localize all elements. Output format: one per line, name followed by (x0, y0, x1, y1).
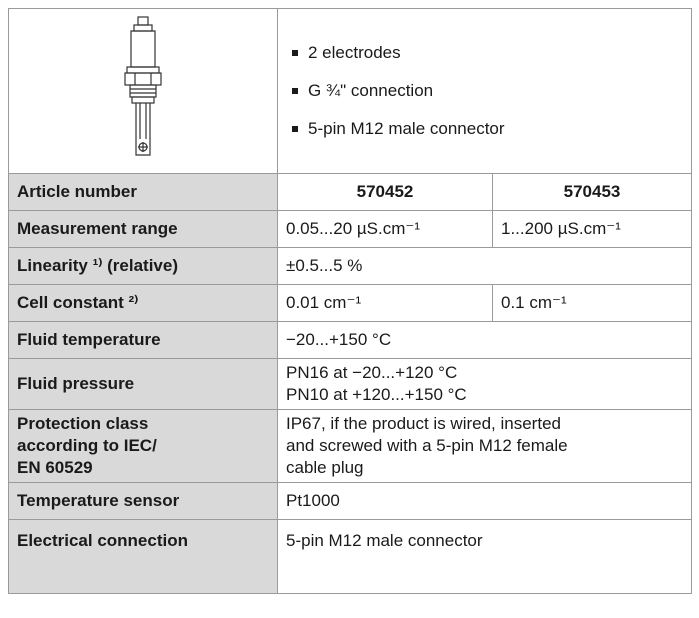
spec-value: 0.01 cm⁻¹ (278, 285, 493, 322)
spec-label: Fluid pressure (9, 359, 278, 410)
spec-label: Electrical connection (9, 520, 278, 594)
cell-line: PN10 at +120...+150 °C (286, 384, 683, 406)
feature-item: G ¾" connection (292, 80, 683, 102)
cell-line: EN 60529 (17, 457, 269, 479)
spec-row: Linearity ¹⁾ (relative)±0.5...5 % (9, 248, 692, 285)
spec-value: 0.1 cm⁻¹ (493, 285, 692, 322)
page: 2 electrodes G ¾" connection 5-pin M12 mal… (0, 0, 699, 618)
cell-line: Protection class (17, 413, 269, 435)
table-body: 2 electrodes G ¾" connection 5-pin M12 mal… (9, 9, 692, 594)
spec-value: ±0.5...5 % (278, 248, 692, 285)
cell-line: IP67, if the product is wired, inserted (286, 413, 683, 435)
spec-value: 5-pin M12 male connector (278, 520, 692, 594)
feature-item: 5-pin M12 male connector (292, 118, 683, 140)
spec-label: Temperature sensor (9, 483, 278, 520)
spec-value: 1...200 µS.cm⁻¹ (493, 211, 692, 248)
spec-row: Fluid temperature−20...+150 °C (9, 322, 692, 359)
spec-sheet: 2 electrodes G ¾" connection 5-pin M12 mal… (8, 8, 692, 594)
header-cell: 570452 (278, 174, 493, 211)
spec-label: Fluid temperature (9, 322, 278, 359)
cell-line: and screwed with a 5-pin M12 female (286, 435, 683, 457)
header-cell: 570453 (493, 174, 692, 211)
spec-label: Linearity ¹⁾ (relative) (9, 248, 278, 285)
product-row: 2 electrodes G ¾" connection 5-pin M12 mal… (9, 9, 692, 174)
sensor-drawing (113, 13, 173, 163)
spec-label: Measurement range (9, 211, 278, 248)
cell-line: according to IEC/ (17, 435, 269, 457)
spec-value: 0.05...20 µS.cm⁻¹ (278, 211, 493, 248)
cell-line: cable plug (286, 457, 683, 479)
header-label: Article number (9, 174, 278, 211)
product-image-cell (9, 9, 278, 174)
spec-table: 2 electrodes G ¾" connection 5-pin M12 mal… (8, 8, 692, 594)
cell-line: PN16 at −20...+120 °C (286, 362, 683, 384)
feature-cell: 2 electrodes G ¾" connection 5-pin M12 mal… (278, 9, 692, 174)
feature-item: 2 electrodes (292, 42, 683, 64)
spec-label: Cell constant ²⁾ (9, 285, 278, 322)
spec-value: −20...+150 °C (278, 322, 692, 359)
spec-value: Pt1000 (278, 483, 692, 520)
